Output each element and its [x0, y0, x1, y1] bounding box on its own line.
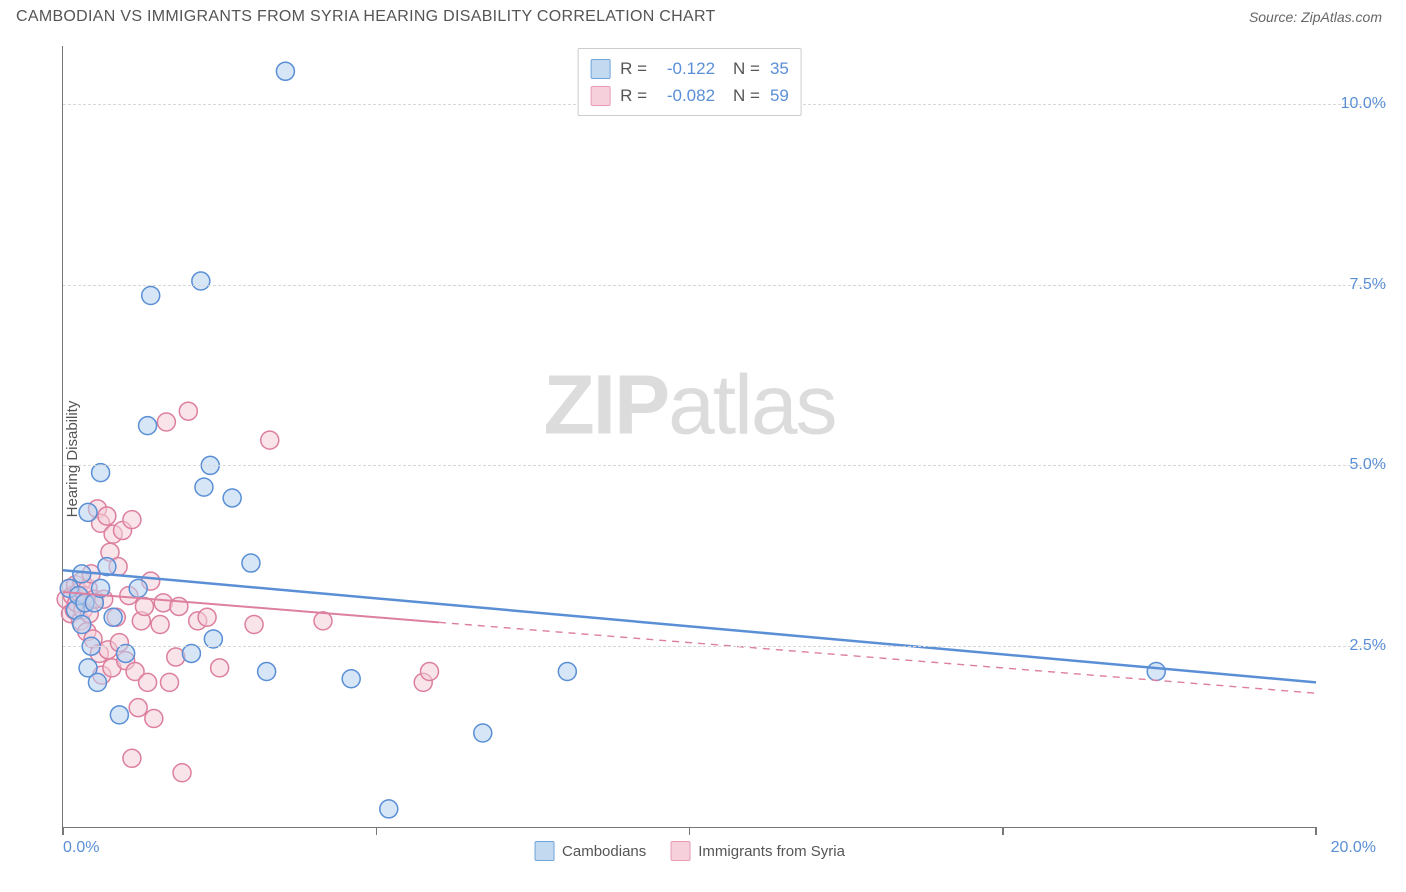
- legend-swatch: [590, 86, 610, 106]
- data-point: [73, 565, 91, 583]
- gridline: [63, 646, 1386, 647]
- r-value: -0.082: [657, 82, 715, 109]
- y-tick-label: 7.5%: [1326, 276, 1386, 294]
- data-point: [314, 612, 332, 630]
- data-point: [145, 710, 163, 728]
- data-point: [261, 431, 279, 449]
- data-point: [151, 616, 169, 634]
- data-point: [211, 659, 229, 677]
- n-value: 35: [770, 55, 789, 82]
- n-label: N =: [733, 55, 760, 82]
- x-tick: [376, 827, 378, 835]
- data-point: [421, 663, 439, 681]
- data-point: [110, 706, 128, 724]
- trend-line-dashed: [439, 622, 1316, 693]
- source-attribution: Source: ZipAtlas.com: [1249, 9, 1382, 25]
- r-label: R =: [620, 82, 647, 109]
- data-point: [380, 800, 398, 818]
- x-tick: [1315, 827, 1317, 835]
- y-tick-label: 2.5%: [1326, 637, 1386, 655]
- legend-label: Cambodians: [562, 843, 646, 860]
- legend-item: Cambodians: [534, 841, 646, 861]
- x-axis-min-label: 0.0%: [63, 839, 99, 857]
- x-axis-max-label: 20.0%: [1331, 839, 1376, 857]
- scatter-svg: [63, 46, 1316, 827]
- data-point: [342, 670, 360, 688]
- x-tick: [1002, 827, 1004, 835]
- legend-swatch: [670, 841, 690, 861]
- x-tick: [62, 827, 64, 835]
- legend-label: Immigrants from Syria: [698, 843, 845, 860]
- r-value: -0.122: [657, 55, 715, 82]
- data-point: [123, 511, 141, 529]
- data-point: [135, 597, 153, 615]
- series-legend: Cambodians Immigrants from Syria: [534, 841, 845, 861]
- data-point: [474, 724, 492, 742]
- data-point: [142, 286, 160, 304]
- x-tick: [689, 827, 691, 835]
- data-point: [129, 699, 147, 717]
- data-point: [195, 478, 213, 496]
- gridline: [63, 285, 1386, 286]
- legend-swatch: [590, 59, 610, 79]
- data-point: [139, 417, 157, 435]
- data-point: [129, 579, 147, 597]
- data-point: [198, 608, 216, 626]
- y-tick-label: 10.0%: [1326, 95, 1386, 113]
- data-point: [192, 272, 210, 290]
- data-point: [157, 413, 175, 431]
- data-point: [558, 663, 576, 681]
- gridline: [63, 465, 1386, 466]
- data-point: [242, 554, 260, 572]
- data-point: [223, 489, 241, 507]
- data-point: [258, 663, 276, 681]
- r-label: R =: [620, 55, 647, 82]
- n-label: N =: [733, 82, 760, 109]
- data-point: [173, 764, 191, 782]
- data-point: [123, 749, 141, 767]
- correlation-legend-row: R = -0.082 N = 59: [590, 82, 789, 109]
- plot-area: ZIPatlas R =-0.122N =35R =-0.082N =59 0.…: [62, 46, 1316, 828]
- data-point: [79, 503, 97, 521]
- legend-item: Immigrants from Syria: [670, 841, 845, 861]
- legend-swatch: [534, 841, 554, 861]
- chart-title: CAMBODIAN VS IMMIGRANTS FROM SYRIA HEARI…: [16, 8, 716, 26]
- correlation-legend: R = -0.122 N = 35 R = -0.082 N = 59: [577, 48, 802, 116]
- data-point: [276, 62, 294, 80]
- data-point: [139, 673, 157, 691]
- data-point: [245, 616, 263, 634]
- n-value: 59: [770, 82, 789, 109]
- data-point: [98, 507, 116, 525]
- y-tick-label: 5.0%: [1326, 456, 1386, 474]
- correlation-legend-row: R = -0.122 N = 35: [590, 55, 789, 82]
- data-point: [1147, 663, 1165, 681]
- data-point: [179, 402, 197, 420]
- data-point: [161, 673, 179, 691]
- data-point: [73, 616, 91, 634]
- data-point: [104, 608, 122, 626]
- chart-container: Hearing Disability ZIPatlas R =-0.122N =…: [16, 44, 1386, 874]
- data-point: [88, 673, 106, 691]
